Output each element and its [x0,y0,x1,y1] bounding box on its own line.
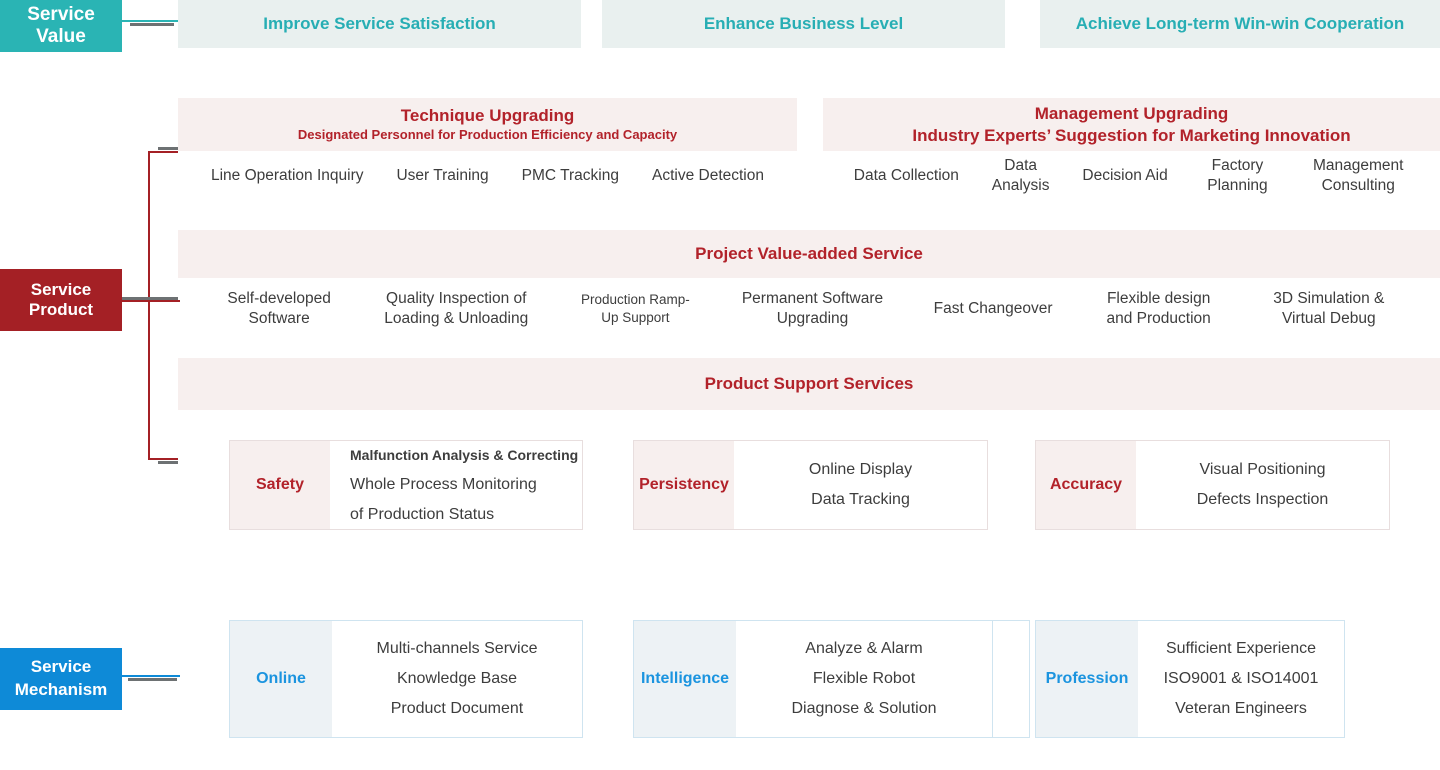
support-card-line: of Production Status [350,506,495,523]
mechanism-card-line: Product Document [390,700,524,717]
project-value-added-title: Project Value-added Service [695,244,923,264]
support-card-content: Online Display Data Tracking [734,441,987,529]
service-value-connector-gray [130,23,174,26]
project-item: Fast Changeover [933,299,1053,317]
support-card-line: Visual Positioning [1199,461,1326,478]
bracket-vertical-line [148,151,150,460]
mechanism-card-line: Veteran Engineers [1175,700,1307,717]
project-item: Production Ramp-Up Support [580,292,690,325]
bracket-bottom-arm [148,458,178,460]
mechanism-card-line: Knowledge Base [396,670,518,687]
support-card-line: Data Tracking [811,491,910,508]
service-value-key-label: Service Value [27,4,95,47]
service-value-connector-teal [122,20,178,22]
project-item: Flexible design and Production [1106,289,1211,327]
service-product-connector-red [122,300,180,302]
product-support-title: Product Support Services [704,374,914,394]
project-item: Quality Inspection of Loading & Unloadin… [384,289,529,327]
value-box-label: Improve Service Satisfaction [263,14,496,33]
product-support-header: Product Support Services [178,358,1440,410]
support-card-content: Malfunction Analysis & Correcting Whole … [330,441,582,529]
support-card-content: Visual Positioning Defects Inspection [1136,441,1389,529]
mechanism-card-content: Analyze & Alarm Flexible Robot Diagnose … [736,621,992,737]
support-card-line: Whole Process Monitoring [350,476,537,493]
technique-item: PMC Tracking [521,166,619,184]
mechanism-card-online: Online Multi-channels Service Knowledge … [229,620,583,738]
mechanism-card-line: Sufficient Experience [1165,640,1316,657]
support-card-line: Malfunction Analysis & Correcting [350,447,579,463]
project-value-added-header: Project Value-added Service [178,230,1440,278]
management-item: Decision Aid [1082,166,1168,184]
mechanism-card-label: Online [230,621,332,737]
mechanism-card-label: Profession [1036,621,1138,737]
support-card-label: Safety [230,441,330,529]
support-card-label: Persistency [634,441,734,529]
support-card-line: Defects Inspection [1196,491,1329,508]
value-box-improve-satisfaction: Improve Service Satisfaction [178,0,581,48]
management-item: Data Analysis [991,156,1050,194]
service-value-key-box: Service Value [0,0,122,52]
project-items-row: Self-developed Software Quality Inspecti… [178,280,1440,338]
support-card-safety: Safety Malfunction Analysis & Correcting… [229,440,583,530]
service-mechanism-key-label: Service Mechanism [14,657,108,699]
service-product-key-label: Service Product [28,280,94,319]
service-mechanism-connector-gray [128,678,177,681]
service-product-connector-gray [122,297,178,300]
project-item: 3D Simulation & Virtual Debug [1273,289,1385,327]
support-card-persistency: Persistency Online Display Data Tracking [633,440,988,530]
empty-divider-strip [992,620,1030,738]
bracket-bottom-tick [158,461,178,464]
bracket-top-tick [158,147,178,150]
support-card-accuracy: Accuracy Visual Positioning Defects Insp… [1035,440,1390,530]
value-box-label: Enhance Business Level [703,14,904,33]
technique-item: User Training [396,166,489,184]
support-card-label: Accuracy [1036,441,1136,529]
service-mechanism-connector-blue [122,675,180,677]
management-upgrading-subtitle: Industry Experts’ Suggestion for Marketi… [912,125,1351,145]
technique-upgrading-title: Technique Upgrading [400,106,575,126]
bracket-top-arm [148,151,178,153]
management-item: Management Consulting [1312,156,1404,194]
management-items-row: Data Collection Data Analysis Decision A… [823,150,1440,202]
mechanism-card-line: Flexible Robot [812,670,916,687]
service-mechanism-key-box: Service Mechanism [0,648,122,710]
management-item: Data Collection [853,166,959,184]
technique-item: Active Detection [651,166,764,184]
value-box-business-level: Enhance Business Level [602,0,1005,48]
mechanism-card-line: ISO9001 & ISO14001 [1163,670,1319,687]
mechanism-card-line: Analyze & Alarm [805,640,923,657]
mechanism-card-content: Multi-channels Service Knowledge Base Pr… [332,621,582,737]
technique-upgrading-header: Technique Upgrading Designated Personnel… [178,98,797,151]
support-card-line: Online Display [808,461,913,478]
mechanism-card-intelligence: Intelligence Analyze & Alarm Flexible Ro… [633,620,993,738]
project-item: Self-developed Software [227,289,331,327]
technique-item: Line Operation Inquiry [210,166,364,184]
service-product-key-box: Service Product [0,269,122,331]
management-upgrading-header: Management Upgrading Industry Experts’ S… [823,98,1440,151]
value-box-winwin-cooperation: Achieve Long-term Win-win Cooperation [1040,0,1440,48]
technique-upgrading-subtitle: Designated Personnel for Production Effi… [297,127,678,143]
management-item: Factory Planning [1207,156,1268,194]
technique-items-row: Line Operation Inquiry User Training PMC… [178,153,797,199]
mechanism-card-profession: Profession Sufficient Experience ISO9001… [1035,620,1345,738]
mechanism-card-content: Sufficient Experience ISO9001 & ISO14001… [1138,621,1344,737]
mechanism-card-line: Diagnose & Solution [791,700,937,717]
mechanism-card-label: Intelligence [634,621,736,737]
mechanism-card-line: Multi-channels Service [376,640,538,657]
project-item: Permanent Software Upgrading [741,289,884,327]
management-upgrading-title: Management Upgrading [1034,104,1229,124]
value-box-label: Achieve Long-term Win-win Cooperation [1075,14,1405,33]
